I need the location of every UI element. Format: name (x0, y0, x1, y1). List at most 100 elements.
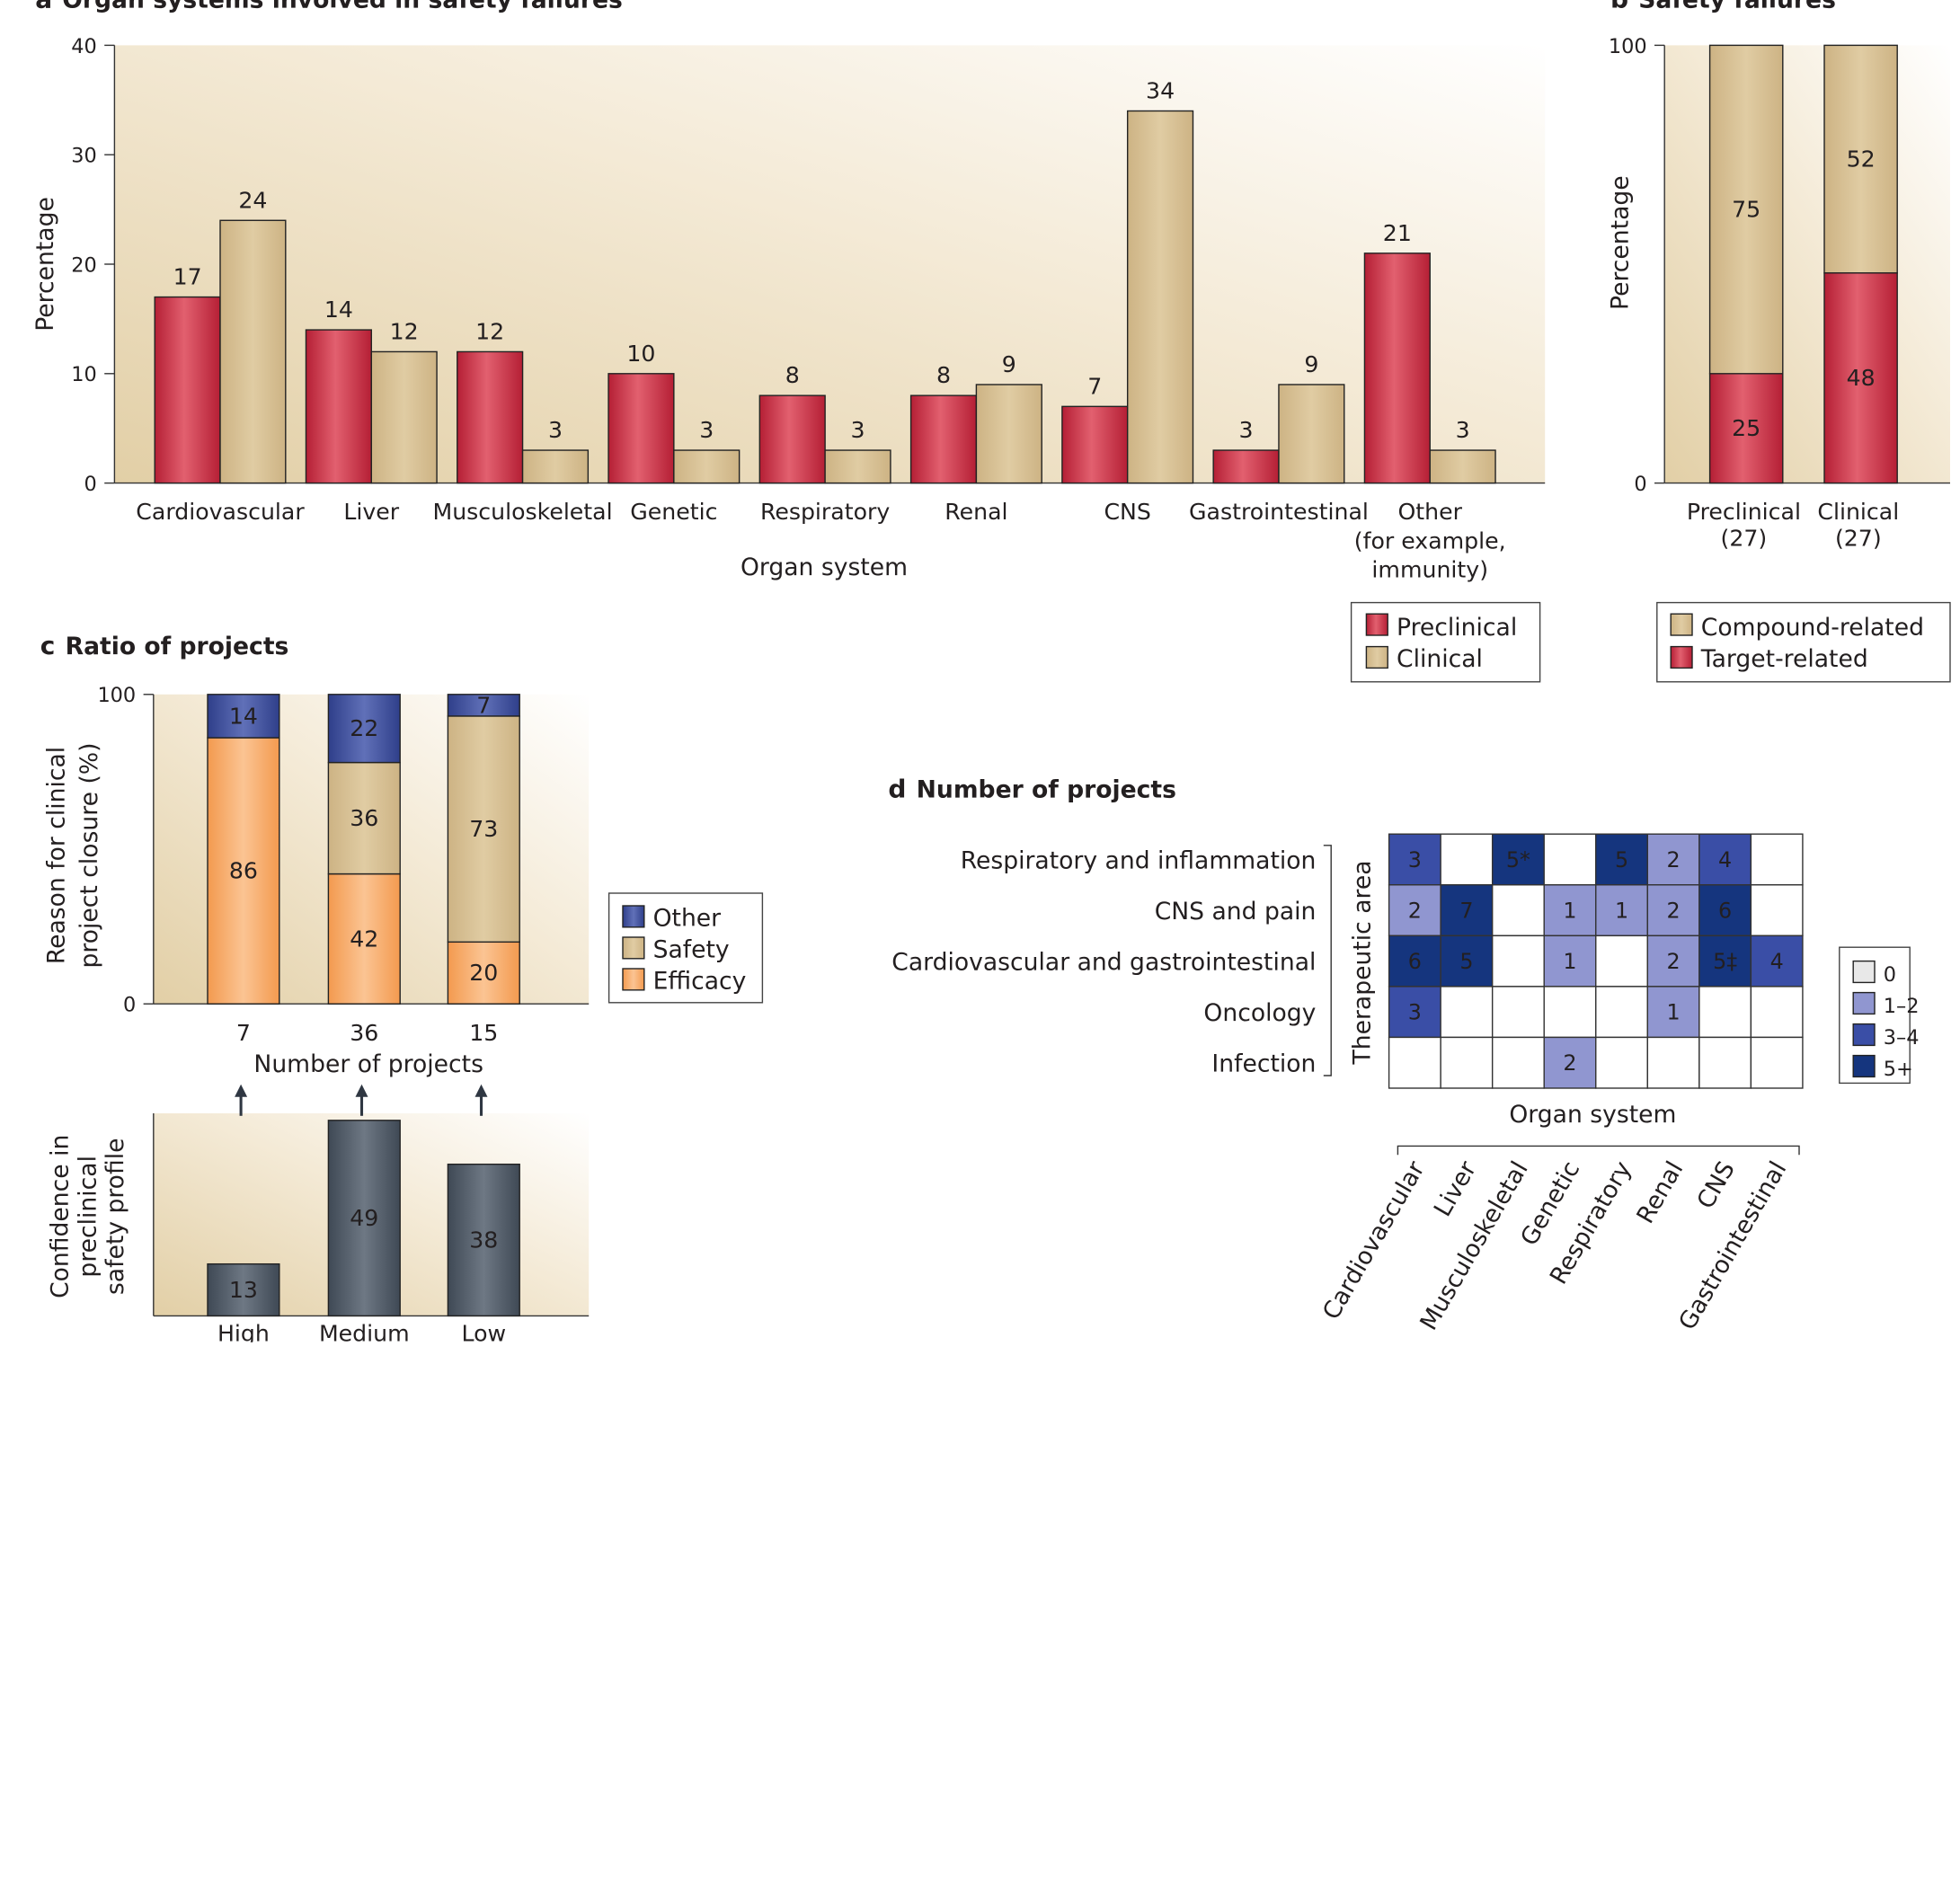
heatmap-column-label: Liver (1429, 1156, 1482, 1221)
panel-b-y-tick-label: 100 (1609, 35, 1647, 58)
panel-a-data-label: 12 (475, 318, 504, 344)
panel-a-bar-preclinical (305, 329, 372, 484)
panel-a-y-tick-label: 10 (71, 363, 96, 386)
panel-a-bar-clinical (1126, 110, 1194, 484)
panel-a-chart: 0 10 20 30 40 Percentage 17 24 Cardiovascular 14 1… (31, 35, 1546, 583)
panel-a-bar-preclinical (909, 394, 978, 484)
panel-a-bar-clinical (673, 449, 741, 484)
panel-a-data-label: 34 (1146, 77, 1175, 103)
legend-label-safety: Safety (653, 935, 730, 963)
panel-d-heatmap: 3 5* 5 2 4 Respiratory and inflammation 2 7 1 1 2 6… (891, 833, 1804, 1335)
panel-c-bar-efficacy (207, 737, 280, 1005)
panel-a-category-label: Genetic (630, 499, 717, 525)
panel-a-data-label: 21 (1383, 220, 1412, 246)
heatmap-row-bracket (1323, 845, 1332, 1076)
panel-b-plot-background (1664, 45, 1950, 483)
panel-a-category-label: Musculoskeletal (432, 499, 612, 525)
panel-b-category-label: Clinical (27) (1817, 499, 1899, 551)
heatmap-cell-label: 2 (1666, 898, 1680, 923)
panel-a-bar-clinical (219, 219, 287, 484)
panel-c-data-label: 22 (350, 715, 378, 741)
heatmap-cell (1543, 1036, 1597, 1089)
heatmap-cell-label: 6 (1718, 898, 1732, 923)
heatmap-cell (1646, 833, 1700, 886)
panel-c-arrow-head-icon (355, 1084, 368, 1097)
legend-swatch-3-4 (1852, 1023, 1876, 1047)
panel-a-bar-preclinical (608, 373, 675, 484)
panel-c-data-label: 7 (476, 692, 491, 718)
heatmap-cell-label: 3 (1408, 847, 1422, 873)
panel-a-bar-clinical (521, 449, 590, 484)
panel-c-data-label: 73 (469, 816, 498, 842)
panel-c-lower-category-label: High (217, 1320, 270, 1342)
heatmap-cell (1491, 1036, 1545, 1089)
heatmap-cell-label: 2 (1408, 898, 1422, 923)
panel-c-arrow-head-icon (235, 1084, 248, 1097)
heatmap-cell (1595, 1036, 1649, 1089)
panel-a-category-label: Respiratory (760, 499, 890, 525)
panel-c-legend: Other Safety Efficacy (608, 892, 764, 1004)
panel-a-data-label: 3 (1456, 417, 1470, 443)
heatmap-cell (1698, 1036, 1752, 1089)
panel-b-category-label: Preclinical (27) (1687, 499, 1801, 551)
heatmap-cell-label: 7 (1459, 898, 1473, 923)
panel-c-bar-efficacy (327, 873, 401, 1005)
heatmap-cell-label: 2 (1666, 949, 1680, 974)
panel-a-data-label: 10 (626, 341, 655, 367)
panel-a-bar-clinical (1278, 384, 1345, 484)
heatmap-row-label: Cardiovascular and gastrointestinal (891, 948, 1316, 976)
panel-a-data-label: 3 (1239, 417, 1254, 443)
legend-label-preclinical: Preclinical (1397, 614, 1517, 642)
heatmap-cell (1491, 884, 1545, 937)
panel-c-lower-data-label: 38 (469, 1227, 498, 1253)
panel-a-category-label: Other (for example, immunity) (1354, 499, 1506, 582)
heatmap-cell-label: 1 (1563, 949, 1576, 974)
heatmap-cell-label: 6 (1408, 949, 1422, 974)
heatmap-cell-label: 1 (1666, 1000, 1680, 1025)
panel-a-bar-preclinical (1061, 405, 1129, 484)
legend-label-efficacy: Efficacy (653, 967, 747, 995)
heatmap-row-label: CNS and pain (1155, 898, 1317, 926)
panel-b-data-label: 75 (1732, 197, 1760, 223)
panel-a-bar-clinical (975, 384, 1042, 484)
panel-c-bar-other (207, 694, 280, 739)
heatmap-cell (1646, 1036, 1700, 1089)
heatmap-cell-label: 1 (1615, 898, 1628, 923)
panel-a-data-label: 24 (238, 187, 267, 213)
panel-c-x-axis-label: Number of projects (253, 1050, 483, 1078)
heatmap-cell-label: 4 (1718, 847, 1732, 873)
panel-b-y-axis-label: Percentage (1607, 175, 1635, 310)
panel-b-data-label: 52 (1847, 146, 1876, 172)
legend-swatch-compound-related (1670, 613, 1693, 636)
heatmap-cell (1388, 1036, 1441, 1089)
panel-b-y-tick-label: 0 (1634, 473, 1646, 496)
heatmap-cell (1698, 935, 1752, 988)
panel-c-lower-bar (447, 1163, 520, 1317)
panel-c-bar-safety (447, 715, 520, 943)
panel-c-lower-data-label: 49 (350, 1205, 378, 1231)
panel-a-y-tick-label: 0 (84, 473, 97, 496)
legend-label-other: Other (653, 904, 722, 932)
panel-b-bar-target-related (1823, 272, 1898, 484)
panel-a-x-axis-label: Organ system (741, 554, 908, 581)
heatmap-row-label: Respiratory and inflammation (961, 846, 1317, 874)
heatmap-cell (1750, 986, 1804, 1039)
heatmap-cell (1440, 986, 1494, 1039)
heatmap-cell (1750, 884, 1804, 937)
legend-swatch-efficacy (622, 968, 645, 991)
panel-c-lower-category-label: Low (461, 1320, 506, 1342)
panel-b-bar-compound-related (1823, 44, 1898, 274)
panel-c-data-label: 42 (350, 926, 378, 952)
panel-a-bar-preclinical (1212, 449, 1280, 484)
panel-a-y-tick-label: 30 (71, 145, 96, 168)
heatmap-cell (1750, 1036, 1804, 1089)
panel-b-legend: Compound-related Target-related (1656, 601, 1951, 683)
heatmap-cell-label: 5 (1615, 847, 1628, 873)
panel-b-chart: 0 100 Percentage 25 75 Preclinical (27) 48 52 Cli… (1607, 35, 1950, 552)
heatmap-y-axis-label: Therapeutic area (1349, 861, 1377, 1066)
heatmap-cell-label: 4 (1770, 949, 1784, 974)
heatmap-cell (1543, 833, 1597, 886)
heatmap-cell-label: 5* (1506, 847, 1530, 873)
panel-a-category-label: Renal (945, 499, 1007, 525)
